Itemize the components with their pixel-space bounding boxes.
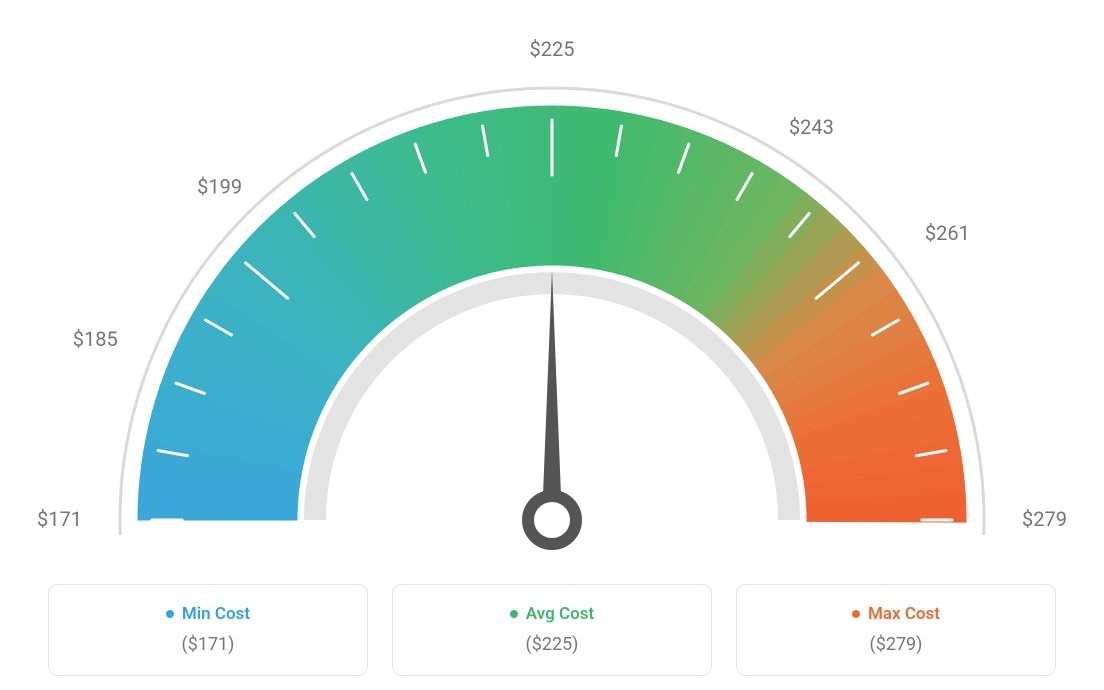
dot-min-icon: [166, 610, 174, 618]
legend-value-min: ($171): [69, 634, 347, 655]
gauge-tick-label: $243: [789, 115, 834, 139]
legend-label-min: Min Cost: [182, 604, 250, 624]
legend-value-max: ($279): [757, 634, 1035, 655]
dot-avg-icon: [510, 610, 518, 618]
gauge-tick-label: $171: [37, 507, 82, 531]
legend-label-avg: Avg Cost: [526, 604, 594, 624]
gauge-tick-label: $279: [1022, 507, 1067, 531]
dot-max-icon: [852, 610, 860, 618]
gauge-chart: $171 $185 $199 $225 $243 $261 $279: [0, 0, 1104, 560]
legend-label-max: Max Cost: [868, 604, 940, 624]
legend-head-avg: Avg Cost: [510, 604, 594, 624]
gauge-tick-label: $261: [925, 221, 970, 245]
legend-head-max: Max Cost: [852, 604, 940, 624]
legend-card-max: Max Cost ($279): [736, 584, 1056, 676]
legend-card-avg: Avg Cost ($225): [392, 584, 712, 676]
gauge-tick-label: $225: [530, 37, 575, 61]
legend-head-min: Min Cost: [166, 604, 250, 624]
gauge-needle-hub: [528, 496, 576, 544]
gauge-tick-label: $199: [197, 175, 242, 199]
gauge-tick-label: $185: [73, 327, 118, 351]
gauge-needle: [542, 270, 562, 520]
legend-value-avg: ($225): [413, 634, 691, 655]
legend-card-min: Min Cost ($171): [48, 584, 368, 676]
gauge-svg: $171 $185 $199 $225 $243 $261 $279: [0, 0, 1104, 560]
legend-row: Min Cost ($171) Avg Cost ($225) Max Cost…: [0, 584, 1104, 676]
